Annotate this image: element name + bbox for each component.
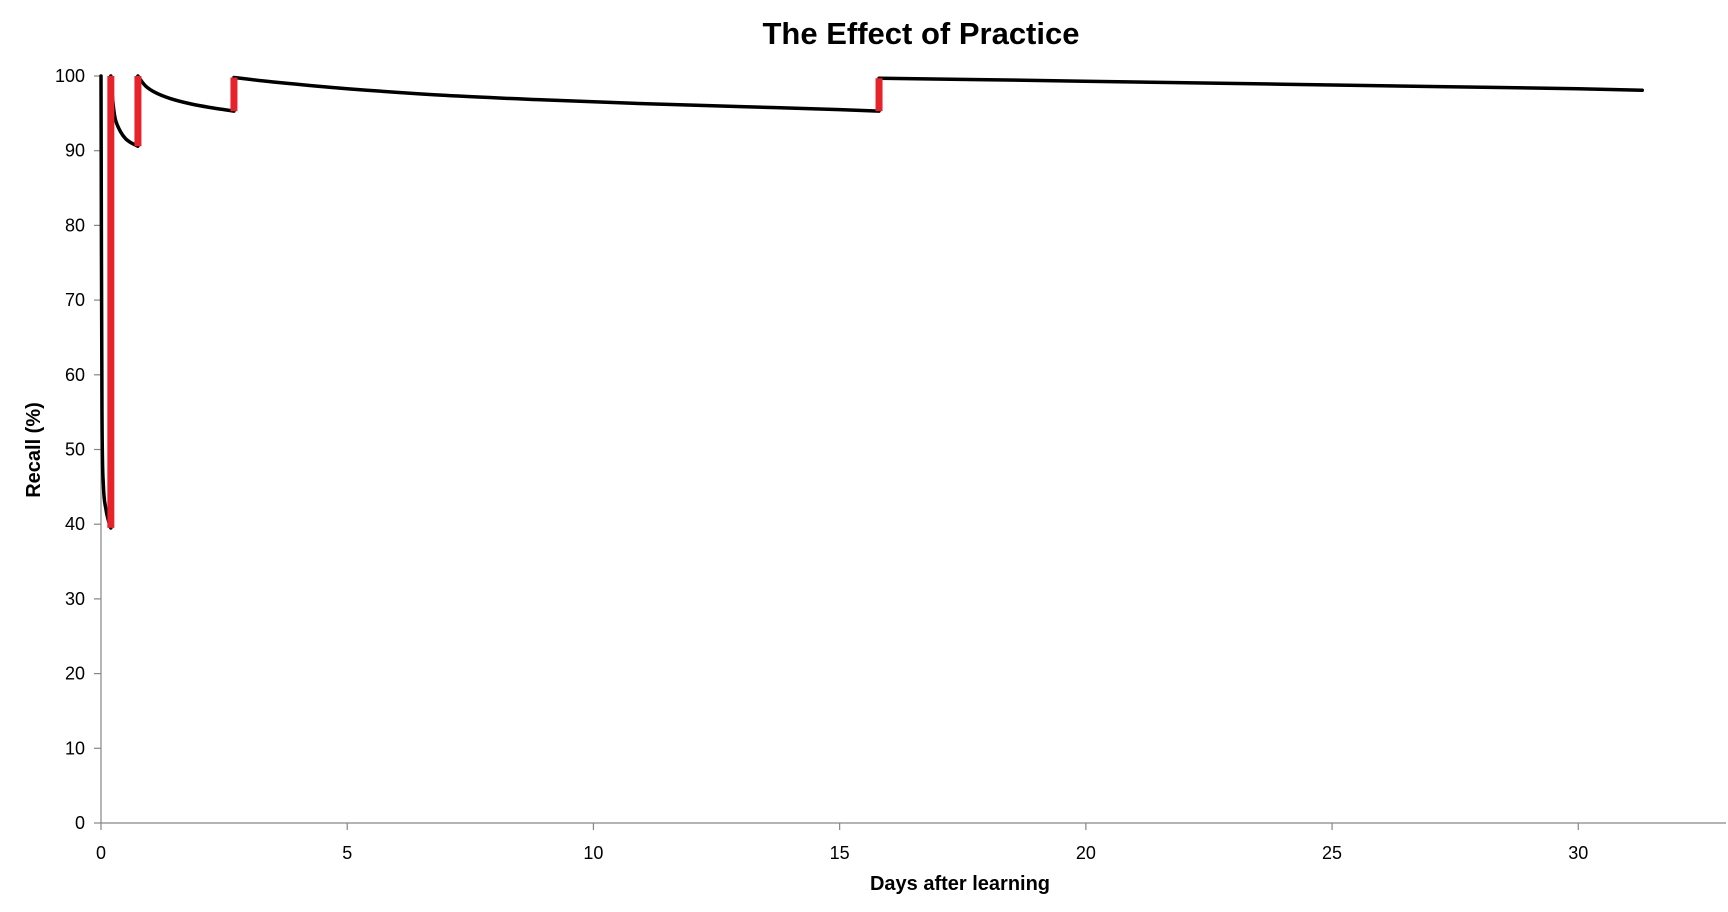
y-tick-label: 60 [65, 365, 85, 385]
x-axis-title: Days after learning [870, 873, 1050, 895]
x-tick-label: 15 [830, 843, 850, 863]
x-axis-ticks: 0 5 10 15 20 25 30 [96, 823, 1588, 863]
y-tick-label: 0 [75, 813, 85, 833]
y-tick-label: 10 [65, 738, 85, 758]
recall-curve-line [109, 74, 140, 148]
y-tick-label: 20 [65, 664, 85, 684]
review-jumps [107, 76, 883, 528]
recall-curve-line [136, 74, 236, 113]
y-tick-label: 80 [65, 215, 85, 235]
x-tick-label: 20 [1076, 843, 1096, 863]
x-tick-label: 0 [96, 843, 106, 863]
recall-curve-line [877, 76, 1645, 92]
recall-curve-line [232, 75, 881, 113]
y-tick-label: 40 [65, 514, 85, 534]
y-axis-title: Recall (%) [23, 402, 45, 498]
x-tick-label: 30 [1568, 843, 1588, 863]
x-tick-label: 10 [583, 843, 603, 863]
y-tick-label: 30 [65, 589, 85, 609]
y-axis-ticks: 0 10 20 30 40 50 60 70 80 90 100 [55, 66, 101, 833]
y-tick-label: 50 [65, 440, 85, 460]
recall-curves [99, 74, 1645, 530]
x-tick-label: 5 [342, 843, 352, 863]
y-tick-label: 70 [65, 290, 85, 310]
y-tick-label: 100 [55, 66, 85, 86]
x-tick-label: 25 [1322, 843, 1342, 863]
axes [100, 76, 1726, 824]
chart-title: The Effect of Practice [763, 16, 1080, 51]
y-tick-label: 90 [65, 141, 85, 161]
